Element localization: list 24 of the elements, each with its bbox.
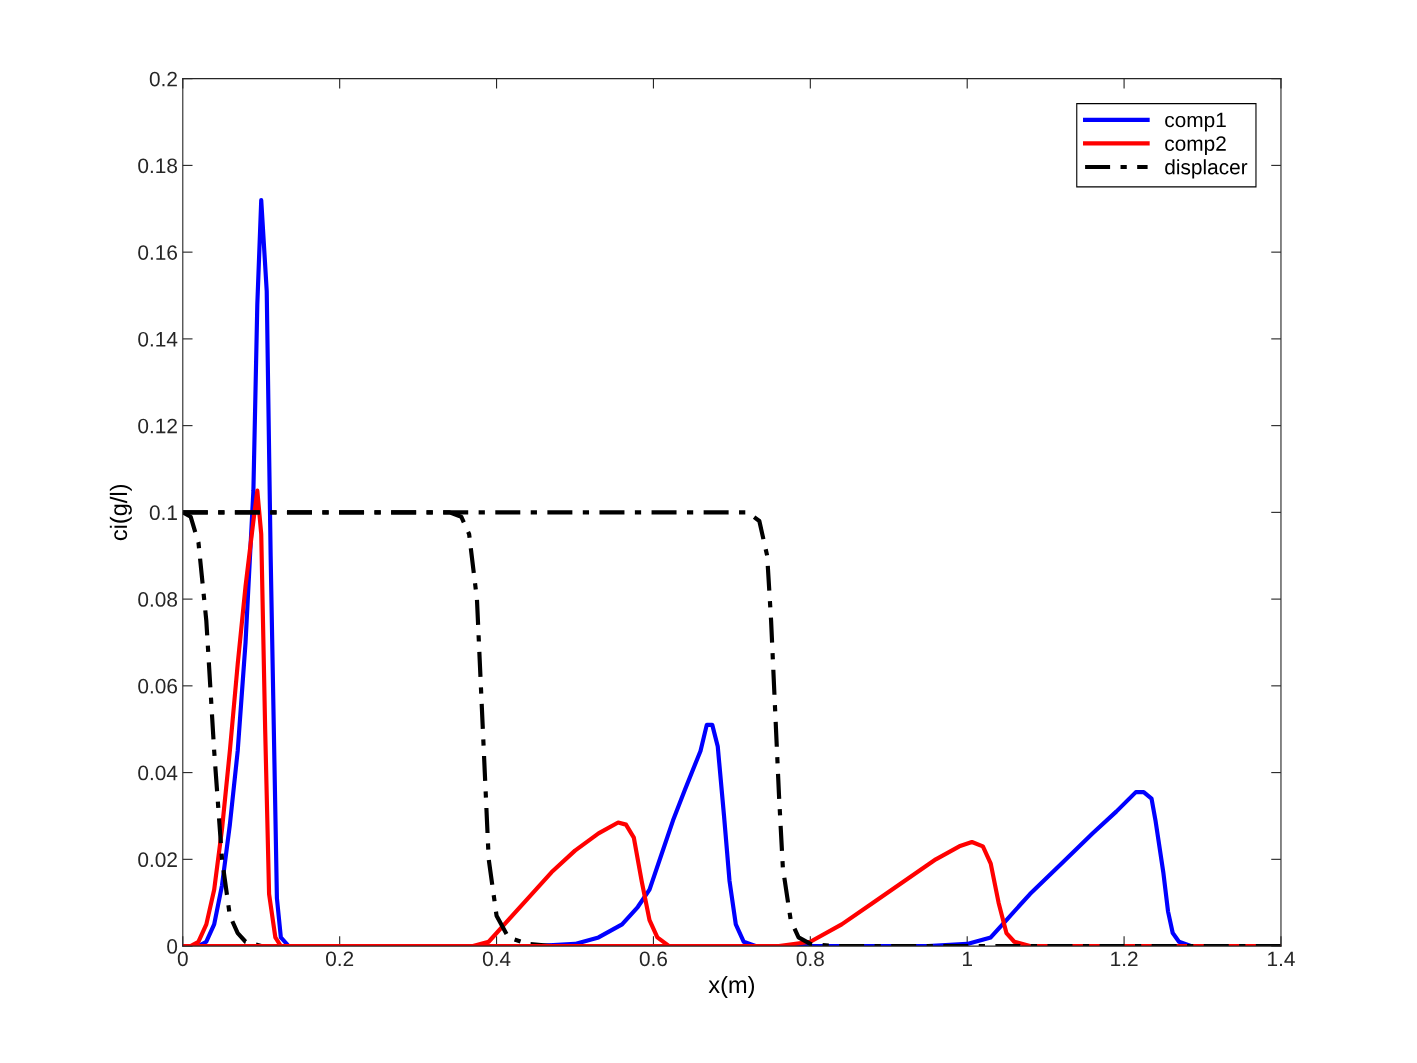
y-tick-label: 0.18 [138,158,178,174]
x-tick-label: 0 [177,951,188,967]
y-tick-label: 0.04 [138,765,178,781]
x-axis-title: x(m) [708,975,755,998]
legend-label: comp2 [1165,136,1226,155]
y-tick-label: 0.1 [149,505,177,521]
x-tick-label: 0.6 [639,951,668,967]
legend-label: displacer [1165,159,1248,179]
y-tick-label: 0.14 [138,331,178,347]
x-tick-label: 0.8 [796,951,824,967]
y-tick-label: 0.12 [138,418,177,434]
y-tick-label: 0 [167,939,178,954]
x-tick-label: 0.2 [326,951,354,967]
x-tick-label: 1.2 [1111,951,1138,967]
legend-label: comp1 [1165,112,1226,132]
y-tick-label: 0.02 [138,852,177,868]
y-axis-title: ci(g/l) [109,484,132,541]
y-tick-label: 0.06 [138,678,178,694]
y-tick-label: 0.2 [149,71,177,87]
y-tick-label: 0.08 [138,592,178,607]
x-tick-label: 0.4 [482,951,511,967]
x-tick-label: 1.4 [1268,951,1295,967]
x-tick-label: 1 [963,951,972,967]
y-tick-label: 0.16 [138,245,178,260]
